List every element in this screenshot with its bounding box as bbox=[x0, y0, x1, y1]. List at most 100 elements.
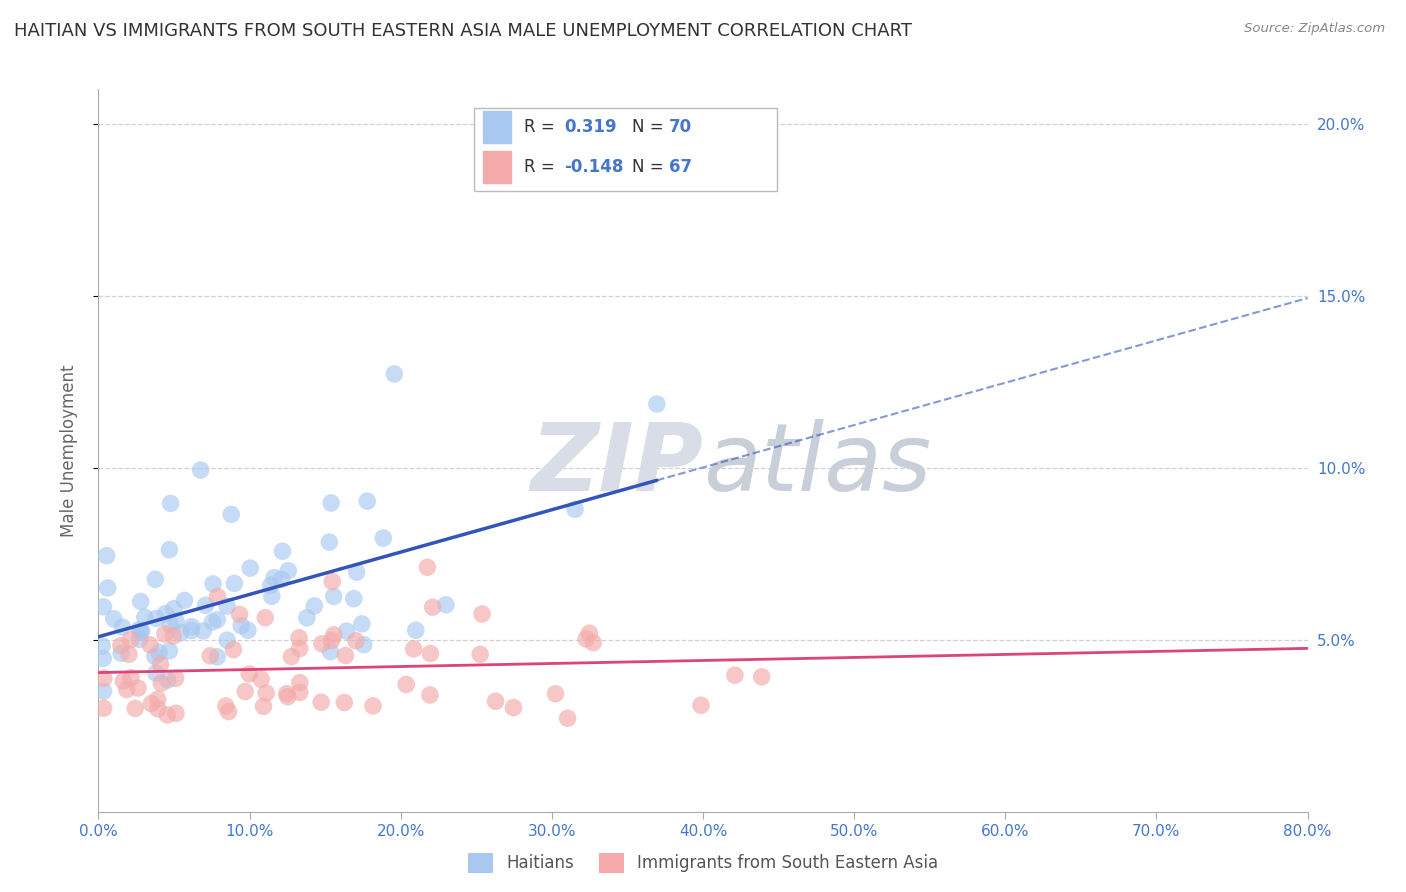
Point bbox=[484, 694, 506, 708]
Point bbox=[222, 642, 245, 657]
Point bbox=[115, 682, 138, 697]
Point bbox=[218, 705, 240, 719]
Point bbox=[277, 564, 299, 578]
Text: N =: N = bbox=[631, 119, 669, 136]
Point bbox=[134, 610, 156, 624]
Point bbox=[219, 508, 242, 522]
Text: 0.319: 0.319 bbox=[564, 119, 616, 136]
Point bbox=[544, 687, 567, 701]
Point bbox=[165, 706, 187, 721]
Text: N =: N = bbox=[631, 158, 669, 177]
Point bbox=[578, 626, 600, 640]
Point bbox=[335, 648, 357, 663]
Point bbox=[344, 633, 367, 648]
Text: 70: 70 bbox=[669, 119, 692, 136]
Point bbox=[91, 639, 114, 653]
Point bbox=[173, 593, 195, 607]
Point bbox=[419, 688, 441, 702]
Point bbox=[143, 649, 166, 664]
Point bbox=[233, 684, 256, 698]
Point bbox=[322, 628, 344, 642]
Point bbox=[146, 692, 169, 706]
Point bbox=[321, 633, 343, 648]
Point bbox=[97, 581, 120, 595]
Text: atlas: atlas bbox=[703, 419, 931, 510]
Point bbox=[202, 577, 225, 591]
Point bbox=[120, 632, 142, 647]
Point bbox=[120, 671, 142, 685]
Point bbox=[93, 671, 115, 685]
Point bbox=[198, 648, 221, 663]
Point bbox=[288, 631, 311, 645]
Point bbox=[295, 611, 318, 625]
Point bbox=[157, 644, 180, 658]
Point bbox=[162, 629, 184, 643]
Text: R =: R = bbox=[523, 119, 560, 136]
Point bbox=[128, 632, 150, 647]
Point bbox=[288, 685, 311, 699]
Point bbox=[190, 463, 212, 477]
Point bbox=[751, 670, 773, 684]
Point bbox=[129, 624, 152, 639]
Bar bbox=[484, 151, 512, 183]
Point bbox=[96, 549, 118, 563]
Point bbox=[149, 657, 172, 672]
Point bbox=[155, 607, 177, 621]
Point bbox=[250, 673, 273, 687]
FancyBboxPatch shape bbox=[474, 108, 778, 191]
Point bbox=[91, 651, 114, 665]
Legend: Haitians, Immigrants from South Eastern Asia: Haitians, Immigrants from South Eastern … bbox=[461, 847, 945, 880]
Point bbox=[318, 535, 340, 549]
Point bbox=[129, 594, 152, 608]
Point bbox=[419, 647, 441, 661]
Point bbox=[238, 667, 260, 681]
Y-axis label: Male Unemployment: Male Unemployment bbox=[59, 364, 77, 537]
Point bbox=[304, 599, 326, 613]
Point bbox=[131, 624, 153, 639]
Point bbox=[333, 696, 356, 710]
Point bbox=[319, 645, 342, 659]
Text: ZIP: ZIP bbox=[530, 419, 703, 511]
Text: -0.148: -0.148 bbox=[564, 158, 623, 177]
Point bbox=[336, 624, 359, 638]
Point bbox=[319, 496, 342, 510]
Point bbox=[280, 649, 302, 664]
Point bbox=[165, 614, 187, 628]
Point bbox=[254, 611, 277, 625]
Point bbox=[145, 666, 167, 681]
Point bbox=[416, 560, 439, 574]
Point bbox=[270, 572, 292, 586]
Point bbox=[163, 601, 186, 615]
Bar bbox=[484, 112, 512, 144]
Point bbox=[193, 624, 215, 638]
Point bbox=[217, 599, 239, 614]
Point bbox=[145, 611, 167, 625]
Point bbox=[159, 618, 181, 632]
Point bbox=[159, 496, 181, 510]
Point bbox=[215, 698, 238, 713]
Point bbox=[353, 638, 375, 652]
Text: 67: 67 bbox=[669, 158, 692, 177]
Point bbox=[254, 686, 277, 700]
Point bbox=[361, 698, 384, 713]
Point bbox=[118, 647, 141, 661]
Point bbox=[260, 590, 283, 604]
Point bbox=[128, 623, 150, 637]
Point bbox=[346, 565, 368, 579]
Point bbox=[322, 590, 344, 604]
Point bbox=[93, 684, 115, 698]
Point bbox=[141, 697, 163, 711]
Point bbox=[228, 607, 250, 622]
Point bbox=[207, 649, 229, 664]
Point bbox=[111, 620, 134, 634]
Point bbox=[350, 616, 373, 631]
Point bbox=[402, 641, 425, 656]
Point bbox=[231, 618, 253, 632]
Point bbox=[405, 624, 427, 638]
Point bbox=[311, 637, 333, 651]
Point bbox=[110, 646, 132, 660]
Point bbox=[93, 599, 115, 614]
Point bbox=[582, 635, 605, 649]
Point bbox=[288, 641, 311, 656]
Point bbox=[180, 620, 202, 634]
